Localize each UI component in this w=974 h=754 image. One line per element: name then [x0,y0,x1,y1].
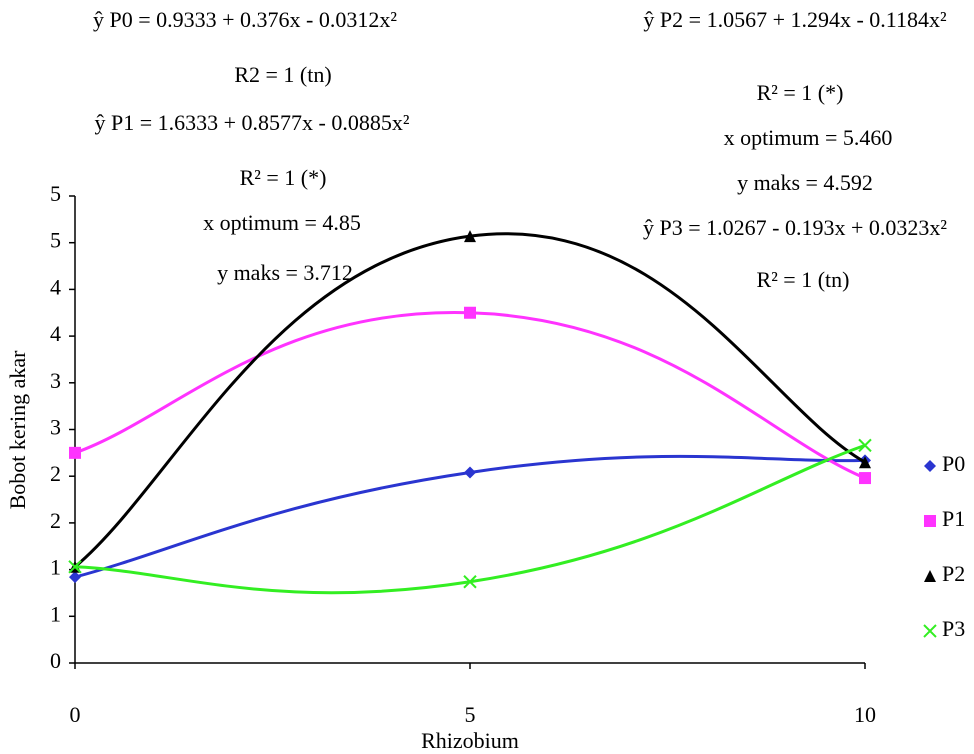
legend-label: P2 [942,561,965,586]
legend-marker [924,460,936,472]
y-tick-label: 3 [50,415,61,440]
point [858,438,872,453]
y-tick-label: 5 [50,181,61,206]
y-tick-label: 4 [50,321,61,346]
annotation: R² = 1 (tn) [757,267,850,292]
legend-label: P0 [942,451,965,476]
point [69,446,81,459]
x-tick-label: 0 [70,702,81,727]
annotation: ŷ P0 = 0.9333 + 0.376x - 0.0312x² [93,7,397,32]
annotation: x optimum = 5.460 [724,125,893,150]
annotation: R2 = 1 (tn) [234,62,331,87]
annotation: y maks = 3.712 [217,260,353,285]
point [68,560,82,574]
point [859,472,871,485]
point [859,456,871,469]
y-tick-label: 3 [50,368,61,393]
y-tick-label: 5 [50,228,61,253]
annotation: ŷ P3 = 1.0267 - 0.193x + 0.0323x² [643,215,947,240]
annotation: x optimum = 4.85 [203,210,361,235]
y-tick-label: 1 [50,601,61,626]
legend-marker [924,515,936,527]
annotation: y maks = 4.592 [737,170,873,195]
point [463,575,477,589]
x-axis-label: Rhizobium [421,728,519,753]
annotation: ŷ P1 = 1.6333 + 0.8577x - 0.0885x² [95,110,410,135]
legend-label: P3 [942,616,965,641]
y-axis-label: Bobot kering akar [5,350,30,510]
point [464,230,476,243]
annotation: ŷ P2 = 1.0567 + 1.294x - 0.1184x² [643,7,947,32]
y-tick-label: 2 [50,461,61,486]
series-line [74,311,866,480]
point [69,571,81,584]
point [464,306,476,319]
x-tick-label: 5 [465,702,476,727]
y-tick-label: 2 [50,508,61,533]
y-tick-label: 0 [50,648,61,673]
legend-marker [923,624,937,638]
series-line [74,232,866,568]
y-tick-label: 4 [50,274,61,299]
legend-marker [924,570,936,582]
legend-label: P1 [942,506,965,531]
annotation: R² = 1 (*) [757,80,844,105]
x-tick-label: 10 [854,702,876,727]
point [464,466,476,479]
annotation: R² = 1 (*) [240,165,327,190]
y-tick-label: 1 [50,555,61,580]
